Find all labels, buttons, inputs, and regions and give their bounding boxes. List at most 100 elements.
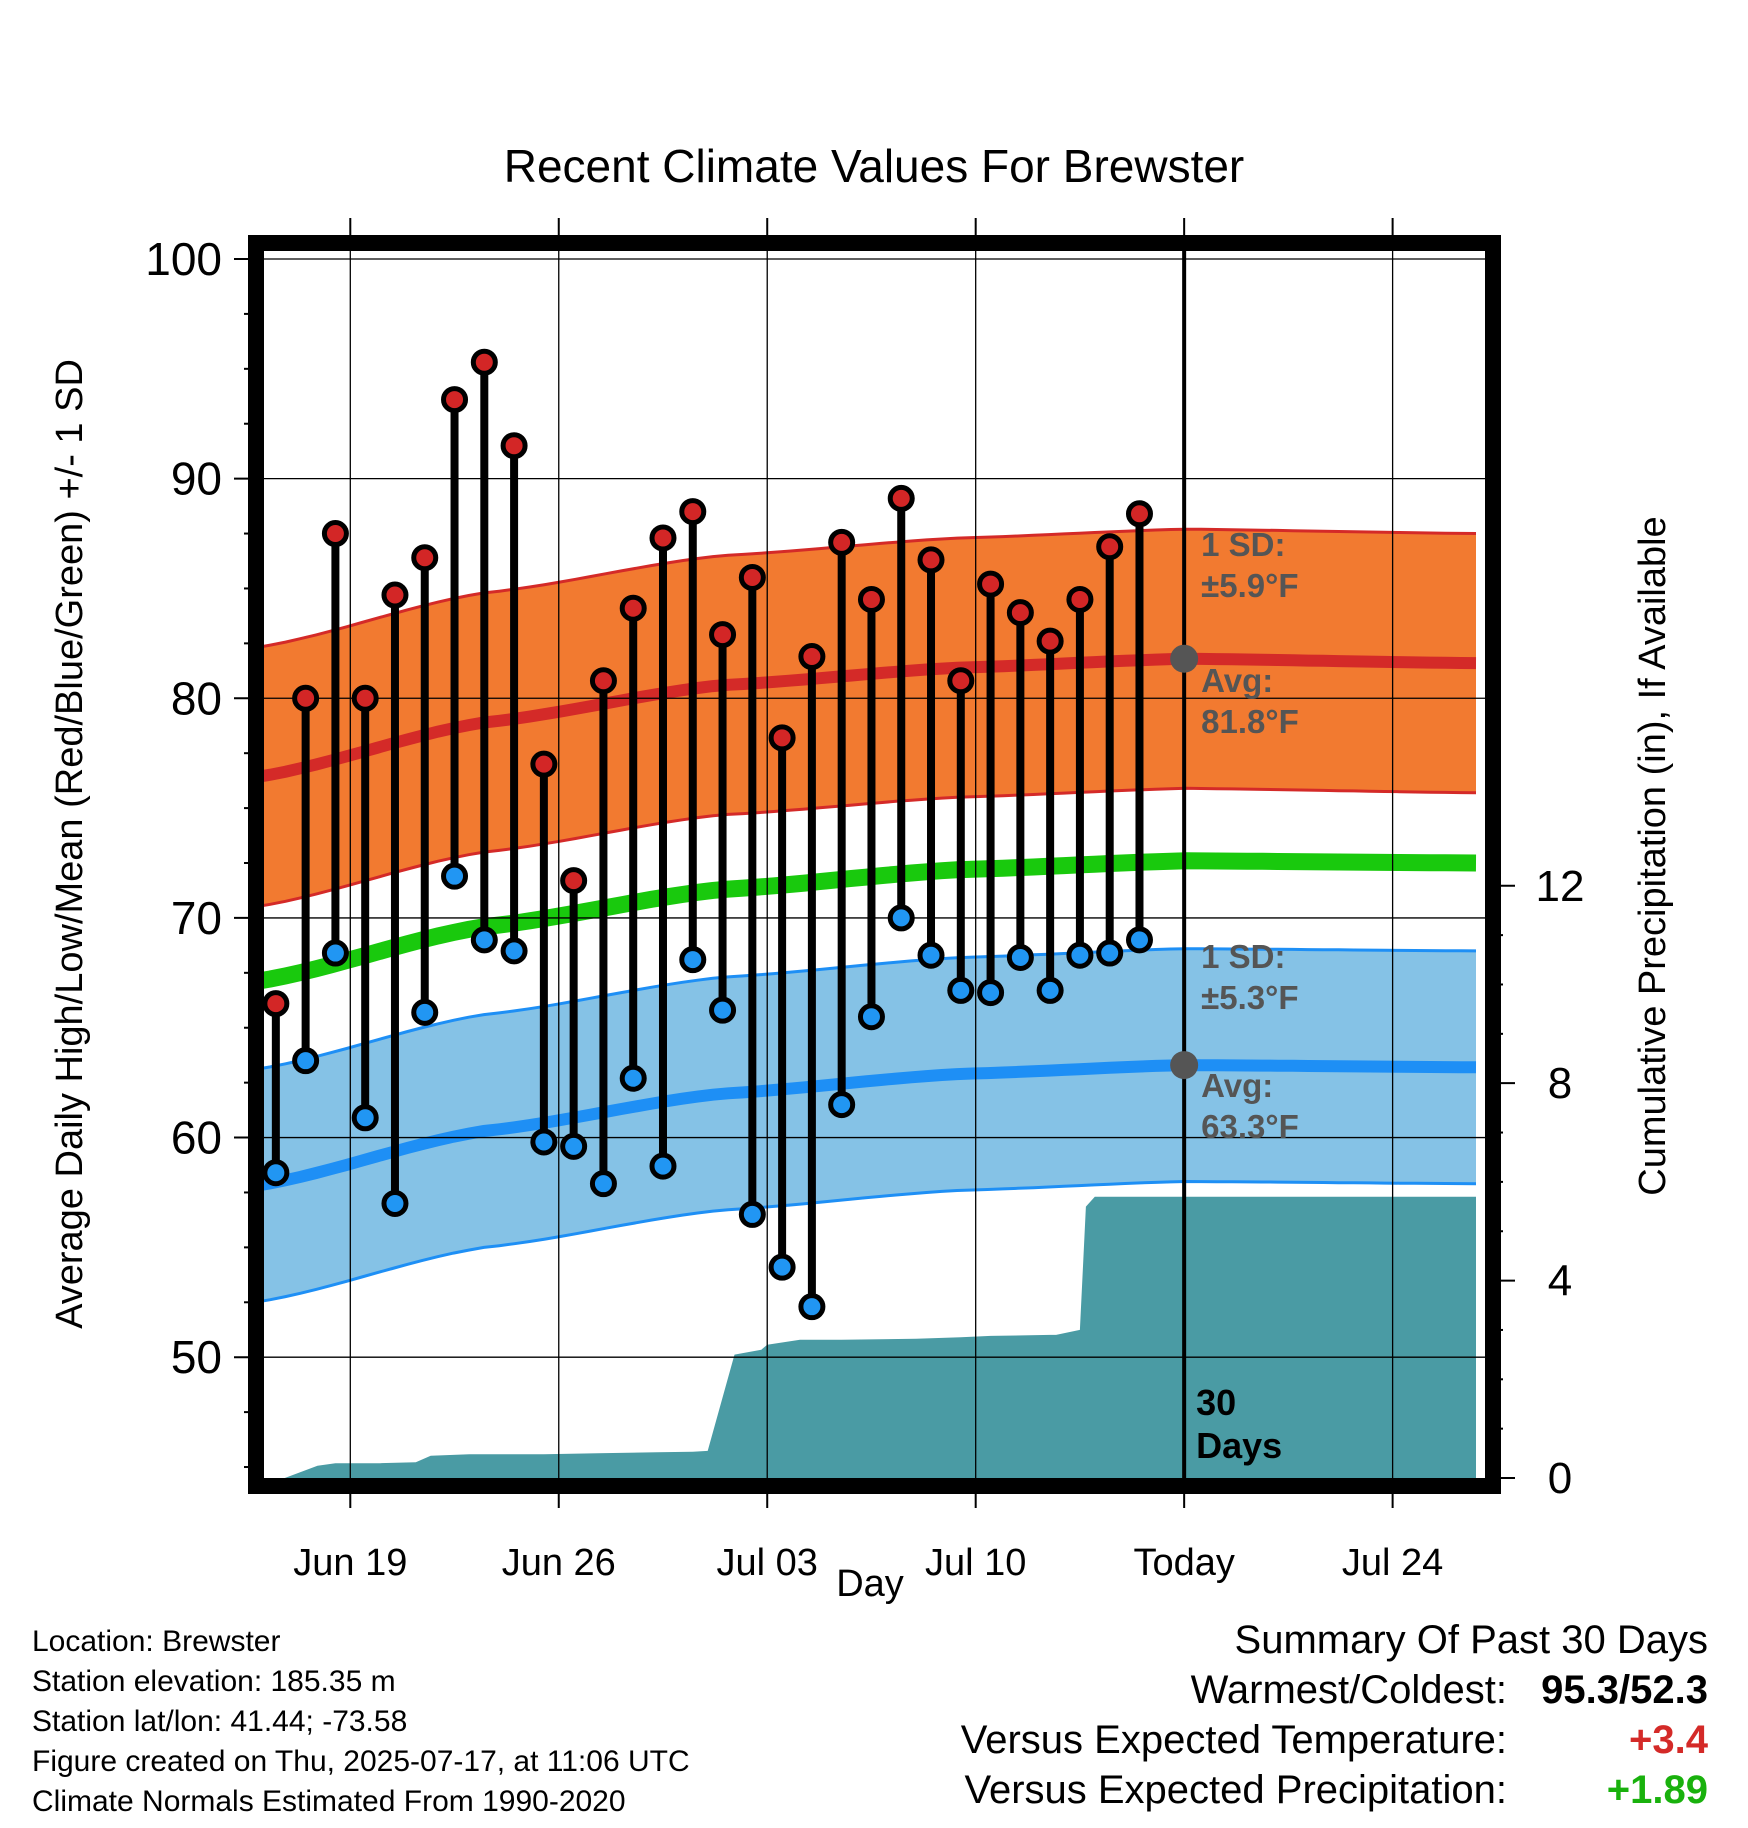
y-tick-label: 70 — [171, 892, 222, 944]
daily-high-point — [738, 563, 766, 591]
daily-low-point — [679, 946, 707, 974]
y-right-tick-label: 12 — [1536, 862, 1585, 911]
y-tick-label: 100 — [145, 233, 222, 285]
daily-low-point — [292, 1047, 320, 1075]
daily-high-point — [1036, 627, 1064, 655]
daily-low-point — [917, 941, 945, 969]
daily-low-point — [887, 904, 915, 932]
x-axis-label: Day — [836, 1563, 904, 1605]
x-tick-label: Today — [1133, 1542, 1234, 1584]
daily-low-point — [709, 996, 737, 1024]
low-sd-value: ±5.3°F — [1201, 979, 1298, 1016]
daily-high-point — [947, 667, 975, 695]
daily-high-point — [321, 520, 349, 548]
daily-low-point — [1036, 976, 1064, 1004]
elevation-text: Station elevation: 185.35 m — [32, 1665, 396, 1698]
daily-low-point — [500, 937, 528, 965]
daily-low-point — [1125, 926, 1153, 954]
daily-high-point — [470, 348, 498, 376]
daily-low-point — [1096, 939, 1124, 967]
normal-low-line — [253, 1059, 1477, 1192]
daily-high-point — [768, 724, 796, 752]
high-avg-label: Avg: — [1201, 662, 1273, 699]
daily-high-point — [977, 570, 1005, 598]
low-sd-band-lower-edge — [254, 1179, 1477, 1304]
y-tick-label: 90 — [171, 453, 222, 505]
daily-low-point — [1006, 943, 1034, 971]
daily-high-point — [828, 528, 856, 556]
low-sd-band — [255, 948, 1476, 1303]
daily-low-point — [738, 1200, 766, 1228]
daily-high-point — [679, 498, 707, 526]
y-axis-right-label: Cumulative Precipitation (in), If Availa… — [1632, 516, 1674, 1195]
warmest-value: 95.3/52.3 — [1541, 1668, 1708, 1712]
daily-high-point — [1125, 500, 1153, 528]
daily-high-point — [709, 621, 737, 649]
daily-low-point — [411, 998, 439, 1026]
daily-high-point — [1006, 599, 1034, 627]
daily-low-point — [441, 862, 469, 890]
daily-low-point — [768, 1253, 796, 1281]
daily-high-point — [381, 581, 409, 609]
daily-low-point — [470, 926, 498, 954]
daily-high-point — [619, 594, 647, 622]
y-tick-label: 50 — [171, 1331, 222, 1383]
daily-high-point — [649, 524, 677, 552]
daily-high-point — [857, 585, 885, 613]
plot-frame — [248, 235, 1501, 1494]
daily-high-point — [441, 386, 469, 414]
precip-area — [255, 1196, 1476, 1478]
daily-high-point — [1066, 585, 1094, 613]
daily-low-point — [530, 1128, 558, 1156]
warmest-label: Warmest/Coldest: — [1190, 1668, 1507, 1712]
y-tick-label: 80 — [171, 672, 222, 724]
y-right-tick-label: 4 — [1548, 1257, 1572, 1306]
low-sd-band-upper-edge — [254, 947, 1477, 1071]
daily-low-point — [857, 1003, 885, 1031]
daily-low-point — [262, 1159, 290, 1187]
chart-title: Recent Climate Values For Brewster — [504, 140, 1245, 192]
daily-low-point — [977, 979, 1005, 1007]
summary-panel: Summary Of Past 30 Days Warmest/Coldest:… — [708, 1615, 1708, 1815]
x-tick-label: Jul 03 — [717, 1542, 818, 1584]
y-tick-label: 60 — [171, 1112, 222, 1164]
normals-text: Climate Normals Estimated From 1990-2020 — [32, 1785, 626, 1818]
precip-anomaly-value: +1.89 — [1606, 1768, 1708, 1812]
high-avg-value: 81.8°F — [1201, 703, 1299, 740]
low-avg-value: 63.3°F — [1201, 1108, 1299, 1145]
daily-low-point — [828, 1091, 856, 1119]
daily-low-point — [381, 1189, 409, 1217]
temp-anomaly-value: +3.4 — [1629, 1718, 1708, 1762]
low-avg-label: Avg: — [1201, 1067, 1273, 1104]
x-tick-label: Jul 10 — [925, 1542, 1026, 1584]
daily-low-point — [351, 1104, 379, 1132]
daily-low-point — [947, 976, 975, 1004]
daily-low-point — [589, 1170, 617, 1198]
daily-high-point — [500, 432, 528, 460]
daily-low-point — [798, 1293, 826, 1321]
daily-low-point — [560, 1132, 588, 1160]
daily-high-point — [530, 750, 558, 778]
y-axis-label: Average Daily High/Low/Mean (Red/Blue/Gr… — [49, 359, 91, 1329]
window-days-label: Days — [1196, 1425, 1282, 1466]
daily-high-point — [887, 484, 915, 512]
latlon-text: Station lat/lon: 41.44; -73.58 — [32, 1705, 408, 1738]
summary-title: Summary Of Past 30 Days — [1234, 1618, 1708, 1662]
daily-high-point — [262, 990, 290, 1018]
high-sd-band — [255, 529, 1476, 907]
x-tick-label: Jul 24 — [1342, 1542, 1443, 1584]
y-right-tick-label: 8 — [1548, 1059, 1572, 1108]
window-days-number: 30 — [1196, 1382, 1236, 1423]
daily-high-point — [292, 684, 320, 712]
today-low-avg-marker — [1170, 1051, 1199, 1080]
y-right-tick-label: 0 — [1548, 1454, 1572, 1503]
location-text: Location: Brewster — [32, 1625, 281, 1658]
daily-high-point — [411, 544, 439, 572]
station-info: Location: Brewster Station elevation: 18… — [32, 1622, 932, 1822]
daily-low-point — [619, 1064, 647, 1092]
daily-low-point — [649, 1152, 677, 1180]
daily-high-point — [560, 867, 588, 895]
daily-high-point — [589, 667, 617, 695]
temp-anomaly-label: Versus Expected Temperature: — [960, 1718, 1507, 1762]
low-sd-label: 1 SD: — [1201, 938, 1285, 975]
